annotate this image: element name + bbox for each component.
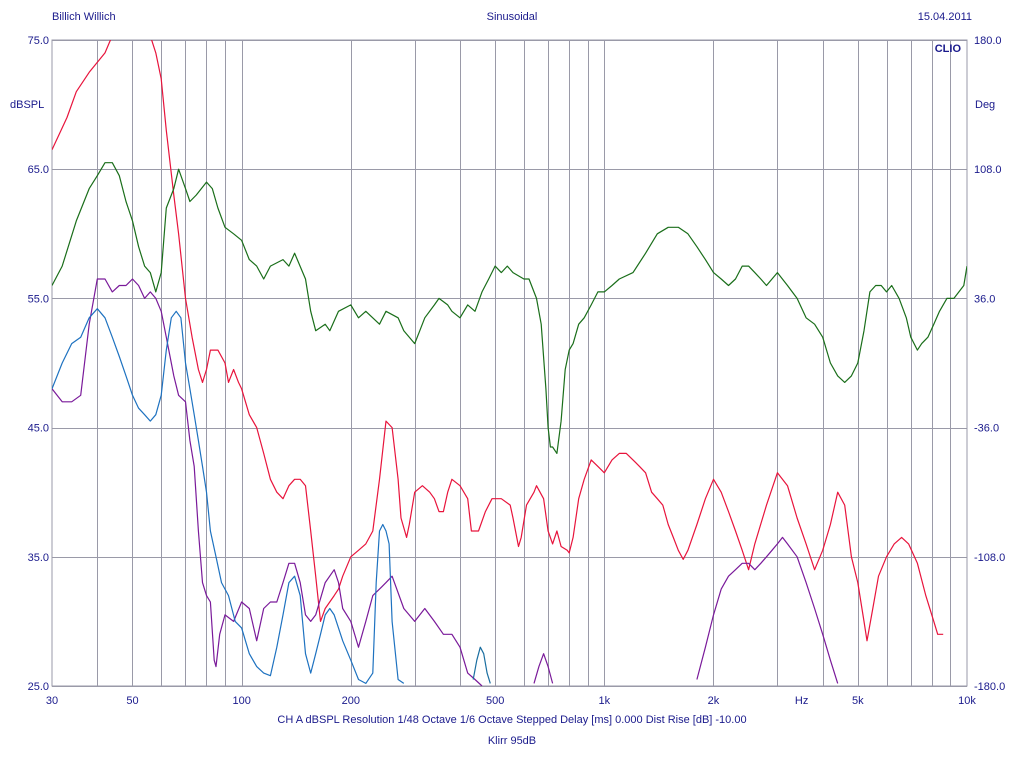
y2-tick-label: 36.0 — [974, 293, 995, 305]
series-line-5 — [472, 646, 491, 684]
y2-tick-label: -36.0 — [974, 423, 999, 435]
header-title: Sinusoidal — [486, 11, 538, 23]
series-line-4 — [52, 308, 405, 684]
y2-tick-label: -180.0 — [974, 681, 1005, 693]
footer-settings-line: CH A dBSPL Resolution 1/48 Octave 1/6 Oc… — [277, 714, 747, 726]
x-tick-label: 1k — [599, 695, 611, 707]
y2-tick-label: -108.0 — [974, 552, 1005, 564]
y2-tick-label: 108.0 — [974, 164, 1002, 176]
series-line-3 — [52, 278, 483, 686]
y2-axis-label: Deg — [975, 99, 995, 111]
header-left-text: Billich Willich — [52, 11, 116, 23]
y-tick-label: 65.0 — [28, 164, 49, 176]
y-tick-label: 25.0 — [28, 681, 49, 693]
x-axis-unit-label: Hz — [795, 695, 808, 707]
series-line-1 — [52, 40, 944, 642]
series-line-6 — [533, 653, 554, 684]
x-tick-label: 30 — [46, 695, 58, 707]
y-tick-label: 75.0 — [28, 35, 49, 47]
footer-note: Klirr 95dB — [487, 735, 537, 747]
header-date: 15.04.2011 — [917, 11, 972, 23]
clio-brand-label: CLIO — [935, 43, 962, 55]
y2-tick-label: 180.0 — [974, 35, 1002, 47]
x-tick-label: 10k — [958, 695, 976, 707]
y-axis-label: dBSPL — [10, 99, 44, 111]
x-tick-label: 50 — [126, 695, 138, 707]
series-line-7 — [696, 536, 839, 684]
x-tick-label: 200 — [342, 695, 360, 707]
x-tick-label: 100 — [232, 695, 250, 707]
y-tick-label: 45.0 — [28, 423, 49, 435]
plot-area — [51, 39, 968, 687]
y-tick-label: 35.0 — [28, 552, 49, 564]
series-line-2 — [52, 162, 967, 454]
x-tick-label: 5k — [852, 695, 864, 707]
x-tick-label: 500 — [486, 695, 504, 707]
y-tick-label: 55.0 — [28, 293, 49, 305]
x-tick-label: 2k — [708, 695, 720, 707]
